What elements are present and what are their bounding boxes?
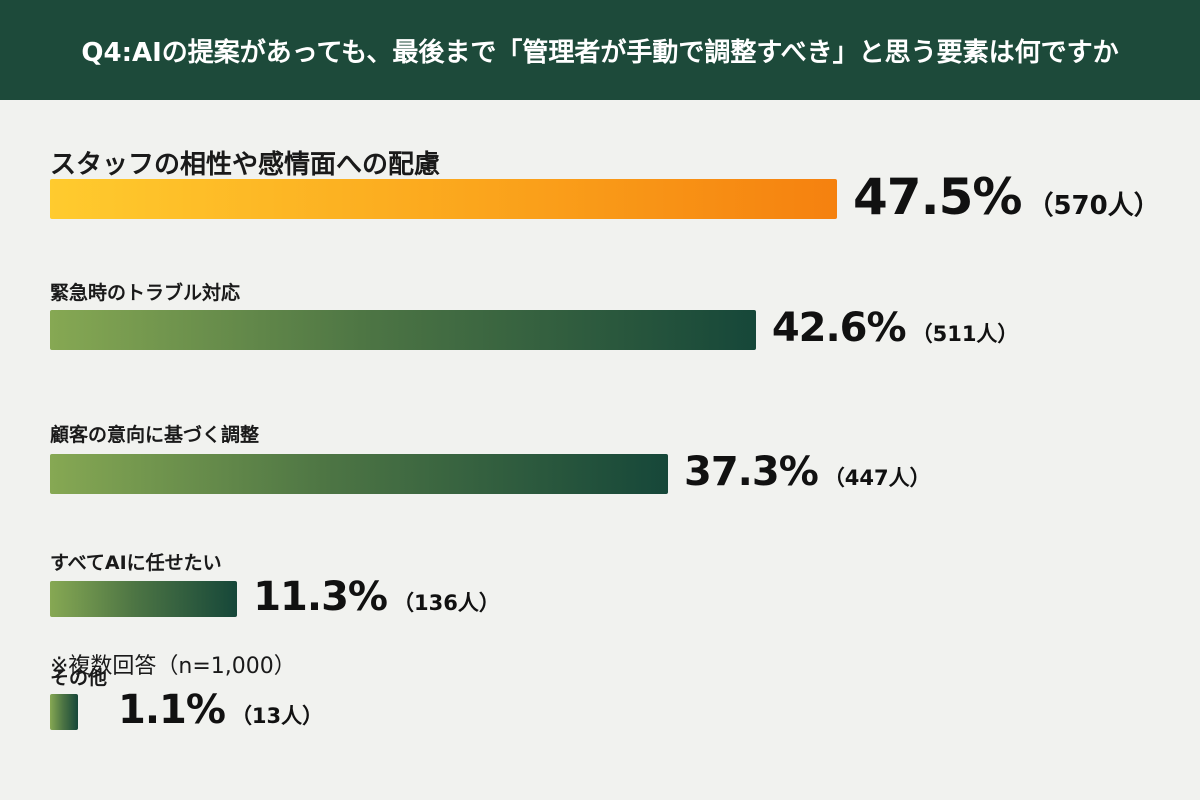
chart-header: Q4:AIの提案があっても、最後まで「管理者が手動で調整すべき」と思う要素は何で…	[0, 0, 1200, 100]
bar-chart: スタッフの相性や感情面への配慮 47.5% （570人） 緊急時のトラブル対応 42.6…	[0, 100, 1200, 800]
category-label: 顧客の意向に基づく調整	[50, 424, 260, 446]
bar	[50, 179, 837, 219]
count-label: （136人）	[393, 591, 500, 616]
category-label: その他	[50, 667, 108, 689]
category-label: スタッフの相性や感情面への配慮	[50, 150, 441, 180]
percent-label: 47.5%	[853, 168, 1022, 226]
count-label: （447人）	[823, 466, 931, 491]
percent-label: 42.6%	[771, 305, 907, 352]
value-label: 1.1% （13人）	[118, 687, 323, 733]
value-label: 42.6% （511人）	[772, 305, 1019, 351]
value-label: 37.3% （447人）	[684, 449, 931, 495]
percent-label: 1.1%	[118, 687, 226, 734]
count-label: （13人）	[230, 704, 324, 729]
value-label: 47.5% （570人）	[853, 168, 1160, 226]
percent-label: 37.3%	[684, 449, 819, 496]
footnote: ※複数回答（n=1,000）	[50, 654, 296, 679]
category-label: 緊急時のトラブル対応	[50, 282, 241, 304]
bar	[50, 694, 78, 730]
chart-title: Q4:AIの提案があっても、最後まで「管理者が手動で調整すべき」と思う要素は何で…	[81, 37, 1119, 68]
percent-label: 11.3%	[253, 574, 388, 621]
bar	[50, 310, 756, 350]
bar	[50, 581, 238, 617]
bar	[50, 454, 668, 494]
count-label: （511人）	[911, 322, 1019, 347]
category-label: すべてAIに任せたい	[50, 552, 222, 574]
count-label: （570人）	[1027, 191, 1160, 221]
value-label: 11.3% （136人）	[253, 574, 500, 620]
